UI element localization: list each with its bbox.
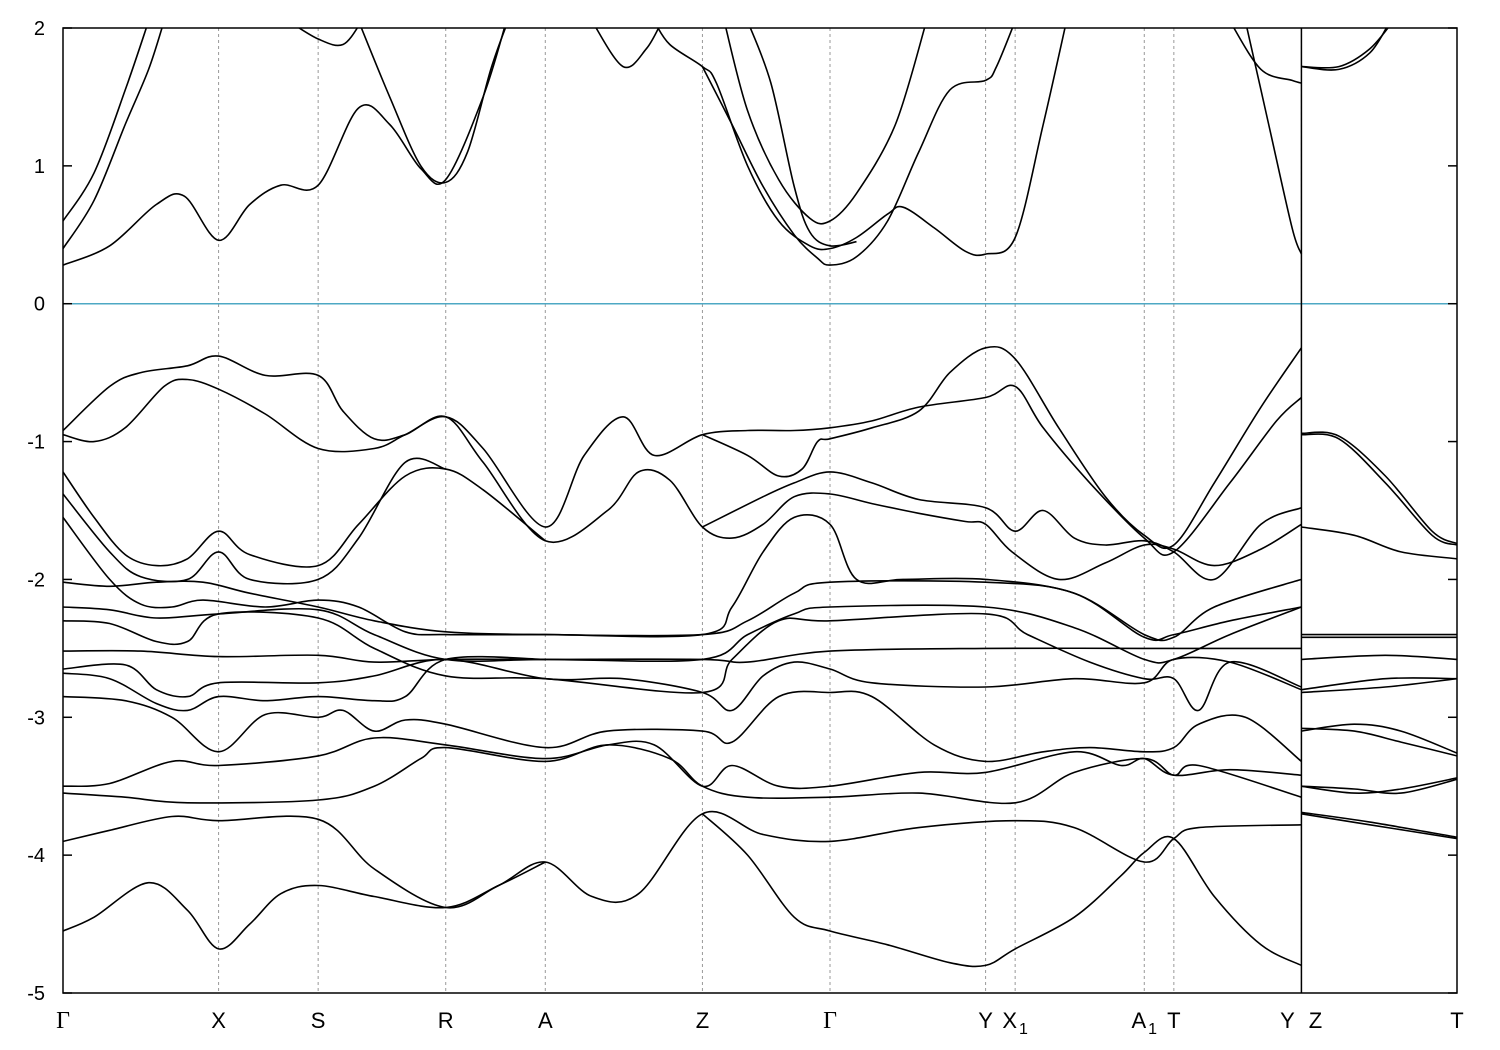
band-line-29 — [63, 655, 546, 712]
band-line-28 — [63, 656, 1302, 712]
kpoint-label: X — [211, 1008, 226, 1033]
kpoint-label: Z — [696, 1008, 709, 1033]
band-line-19 — [702, 345, 1303, 550]
band-line-5 — [595, 28, 660, 69]
band-line-41 — [1301, 727, 1457, 757]
band-line-31 — [63, 736, 1302, 790]
band-line-24 — [63, 579, 1302, 641]
kpoint-label: Γ — [56, 1008, 70, 1034]
band-line-38 — [1301, 654, 1457, 661]
plot-frame — [62, 27, 1458, 994]
band-line-13 — [1301, 28, 1388, 71]
band-line-9 — [749, 28, 857, 247]
band-line-4 — [360, 28, 507, 184]
y-tick-label: -5 — [27, 983, 45, 1005]
y-tick-label: 1 — [34, 156, 45, 178]
band-line-17 — [63, 457, 446, 585]
band-line-11 — [1233, 28, 1302, 84]
y-tick-label: -1 — [27, 432, 45, 454]
band-line-40 — [1301, 677, 1457, 691]
band-line-32 — [63, 744, 1302, 805]
band-line-10 — [1246, 28, 1303, 255]
kpoint-label: S — [311, 1008, 326, 1033]
band-line-7 — [701, 28, 1014, 266]
bands-layer — [63, 28, 1457, 968]
band-line-30 — [63, 690, 1302, 763]
band-line-14 — [63, 355, 1302, 581]
kpoint-label: Γ — [823, 1008, 837, 1034]
band-line-33 — [63, 810, 1302, 909]
band-line-45 — [1301, 813, 1457, 840]
band-line-27 — [63, 647, 1302, 664]
y-tick-label: -2 — [27, 569, 45, 591]
band-line-42 — [1301, 723, 1457, 754]
kpoint-label: Z — [1309, 1008, 1322, 1033]
band-line-23 — [63, 514, 1302, 642]
band-line-20 — [1301, 433, 1457, 546]
kpoint-label: Y — [1280, 1008, 1295, 1033]
y-tick-label: -3 — [27, 707, 45, 729]
band-line-35 — [701, 813, 1302, 968]
band-line-6 — [657, 28, 1066, 257]
kpoint-label: Y — [978, 1008, 993, 1033]
band-line-34 — [63, 861, 546, 950]
y-tick-label: -4 — [27, 845, 45, 867]
band-line-1 — [63, 28, 163, 250]
axes-layer — [62, 27, 1458, 994]
y-tick-label: 0 — [34, 294, 45, 316]
kpoint-label: R — [438, 1008, 454, 1033]
band-line-22 — [1301, 526, 1457, 560]
band-line-0 — [63, 28, 506, 266]
band-line-15 — [63, 378, 1302, 556]
band-line-18 — [702, 471, 1302, 581]
band-line-26 — [63, 611, 1302, 712]
band-line-3 — [297, 28, 359, 47]
band-line-46 — [1301, 811, 1457, 838]
kpoint-label: T — [1450, 1008, 1463, 1033]
kpoint-label: A — [538, 1008, 553, 1033]
band-line-16 — [63, 467, 546, 568]
band-line-2 — [63, 28, 148, 222]
kpoint-label: T — [1167, 1008, 1180, 1033]
band-line-44 — [1301, 777, 1457, 794]
band-line-21 — [1301, 431, 1457, 545]
y-tick-label: 2 — [34, 18, 45, 40]
grid-layer — [218, 28, 1302, 993]
band-line-39 — [1301, 677, 1457, 694]
band-line-8 — [725, 28, 926, 225]
band-line-25 — [63, 604, 1302, 664]
